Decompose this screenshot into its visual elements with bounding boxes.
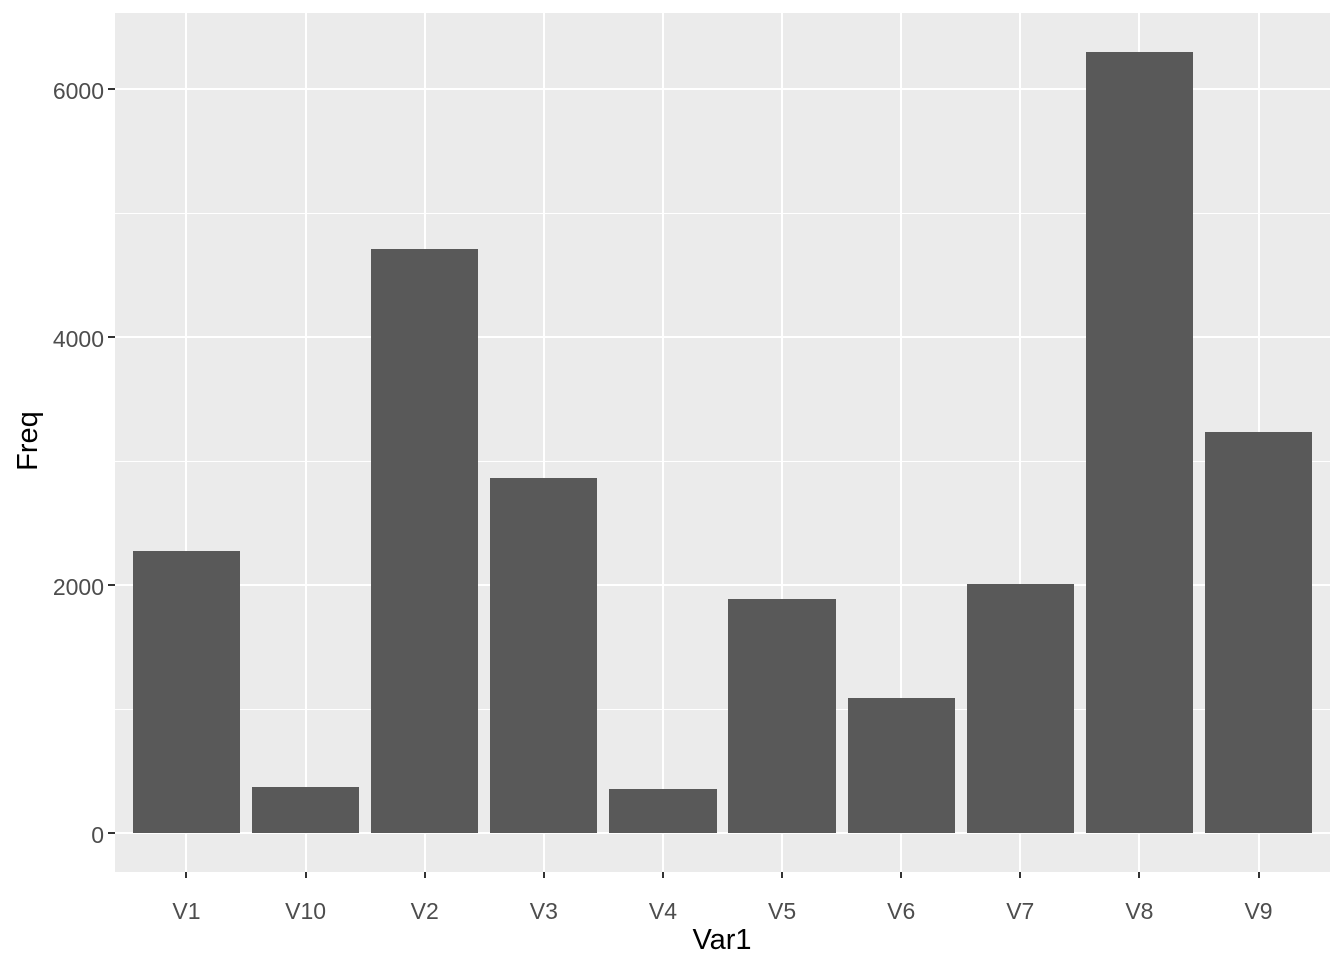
x-tick-label: V8 — [1125, 898, 1154, 924]
gridline-major — [115, 88, 1330, 91]
y-tick-label: 2000 — [52, 574, 104, 601]
x-tick-mark — [304, 872, 307, 878]
bar — [132, 550, 241, 834]
x-tick-label: V5 — [767, 898, 797, 924]
y-tick-label: 6000 — [52, 78, 104, 105]
x-axis-title: Var1 — [692, 924, 752, 956]
gridline-vertical — [185, 13, 188, 872]
y-axis-title: Freq — [12, 411, 44, 471]
bar — [490, 478, 598, 834]
x-tick-label: V6 — [887, 898, 916, 924]
bar — [371, 249, 479, 834]
y-tick-mark — [108, 88, 115, 91]
gridline-vertical — [781, 13, 784, 872]
x-tick-mark — [900, 872, 903, 878]
gridline-major — [115, 584, 1330, 587]
gridline-minor — [115, 460, 1330, 462]
x-tick-mark — [661, 872, 664, 878]
x-tick-label: V9 — [1244, 898, 1273, 924]
bar — [1204, 431, 1313, 834]
x-tick-mark — [1019, 872, 1022, 878]
x-tick-label: V2 — [410, 898, 439, 924]
bar — [609, 789, 717, 834]
x-tick-label: V4 — [648, 898, 678, 924]
bar — [1085, 52, 1193, 834]
bar — [847, 697, 955, 834]
x-tick-mark — [781, 872, 784, 878]
gridline-vertical — [661, 13, 664, 872]
gridline-minor — [115, 708, 1330, 710]
x-tick-label: V7 — [1006, 898, 1035, 924]
x-tick-label: V3 — [529, 898, 558, 924]
x-tick-mark — [1257, 872, 1260, 878]
y-tick-mark — [108, 584, 115, 587]
bar — [966, 584, 1074, 834]
x-tick-label: V1 — [172, 898, 201, 924]
gridline-major — [115, 832, 1330, 835]
y-tick-mark — [108, 336, 115, 339]
gridline-major — [115, 336, 1330, 339]
bar — [728, 598, 836, 834]
gridline-minor — [115, 212, 1330, 214]
plot-panel — [115, 13, 1330, 872]
x-tick-mark — [423, 872, 426, 878]
x-tick-mark — [542, 872, 545, 878]
y-tick-mark — [108, 832, 115, 835]
x-tick-label: V10 — [285, 898, 327, 924]
y-tick-label: 0 — [91, 822, 104, 849]
y-tick-label: 4000 — [52, 326, 104, 353]
gridline-vertical — [1019, 13, 1022, 872]
x-tick-mark — [1138, 872, 1141, 878]
gridline-vertical — [542, 13, 545, 872]
gridline-vertical — [900, 13, 903, 872]
gridline-vertical — [304, 13, 307, 872]
bar — [251, 786, 360, 834]
x-tick-mark — [185, 872, 188, 878]
